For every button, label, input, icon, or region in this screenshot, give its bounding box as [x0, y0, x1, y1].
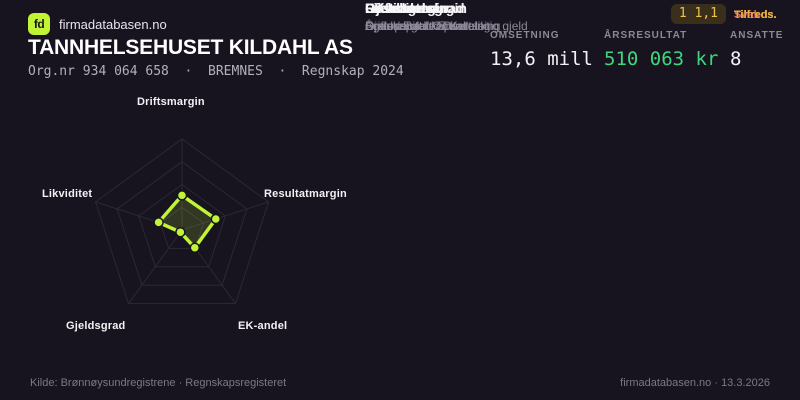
metric-formula: Gjeld / Egenkapital: [365, 19, 466, 33]
footer-brand-date: firmadatabasen.no · 13.3.2026: [620, 377, 770, 389]
company-title: TANNHELSEHUSET KILDAHL AS: [28, 36, 353, 59]
brand-link[interactable]: firmadatabasen.no: [59, 16, 167, 32]
stat-value: 510 063 kr: [604, 48, 719, 70]
metric-status-label: Tilfreds.: [734, 9, 777, 21]
stat-arsresultat: ÅRSRESULTAT 510 063 kr: [604, 30, 718, 70]
stat-value: 13,6 mill: [490, 48, 593, 70]
metric-title: Driftsmargin: [365, 0, 449, 16]
radar-grid-ring: [116, 161, 248, 286]
stat-omsetning: OMSETNING 13,6 mill: [490, 30, 593, 70]
radar-axis-label-ek-andel: EK-andel: [238, 320, 288, 332]
metric-formula: Årsresultat / Omsetning: [365, 19, 491, 33]
metric-formula: Egenkapital / Eiendeler: [365, 19, 489, 33]
radar-data-point: [175, 226, 186, 238]
metric-status-label: Tilfreds.: [734, 9, 777, 21]
radar-data-point: [189, 242, 201, 253]
metric-title: Gjeldsgrad: [365, 0, 439, 16]
radar-grid-ring: [138, 183, 226, 268]
radar-axis-label-likviditet: Likviditet: [42, 188, 93, 200]
radar-chart: [94, 138, 270, 305]
stat-label: OMSETNING: [490, 30, 560, 41]
radar-axis-label-resultatmargin: Resultatmargin: [264, 188, 347, 200]
metric-title: Likviditetsgrad: [365, 0, 465, 16]
radar-grid-ring: [94, 138, 270, 305]
radar-data-point: [210, 213, 222, 225]
stat-label: ÅRSRESULTAT: [604, 30, 688, 41]
metric-formula: Driftsresultat / Omsetning: [365, 19, 501, 33]
stat-label: ANSATTE: [730, 30, 784, 41]
metric-row-likviditetsgrad: Likviditetsgrad Omløpsmidler / Kortsikti…: [365, 0, 800, 40]
brand-header: fd firmadatabasen.no: [28, 13, 167, 35]
metric-status-label: Svak: [734, 9, 760, 21]
metric-status-label: Tilfreds.: [734, 9, 777, 21]
radar-data-polygon: [156, 193, 218, 250]
metric-status-label: Tilfreds.: [734, 9, 777, 21]
stat-value: 8: [730, 48, 742, 70]
radar-data-point: [176, 190, 188, 201]
metric-formula: Omløpsmidler / Kortsiktig gjeld: [365, 19, 528, 33]
footer-source: Kilde: Brønnøysundregistrene · Regnskaps…: [30, 377, 287, 389]
org-subtitle: Org.nr 934 064 658 · BREMNES · Regnskap …: [28, 64, 404, 79]
radar-axis-spoke: [128, 229, 183, 304]
radar-axis-label-gjeldsgrad: Gjeldsgrad: [66, 320, 126, 332]
radar-axis-label-driftsmargin: Driftsmargin: [137, 96, 205, 108]
stat-ansatte: ANSATTE 8: [730, 30, 783, 70]
fd-logo-icon: fd: [28, 13, 50, 35]
radar-axis-spoke: [181, 201, 269, 231]
radar-grid-ring: [159, 206, 205, 249]
radar-data-point: [153, 217, 164, 228]
metric-title: EK-andel: [365, 0, 426, 16]
metric-title: Resultatmargin: [365, 0, 467, 16]
metric-value-badge: 1,1: [686, 4, 726, 24]
